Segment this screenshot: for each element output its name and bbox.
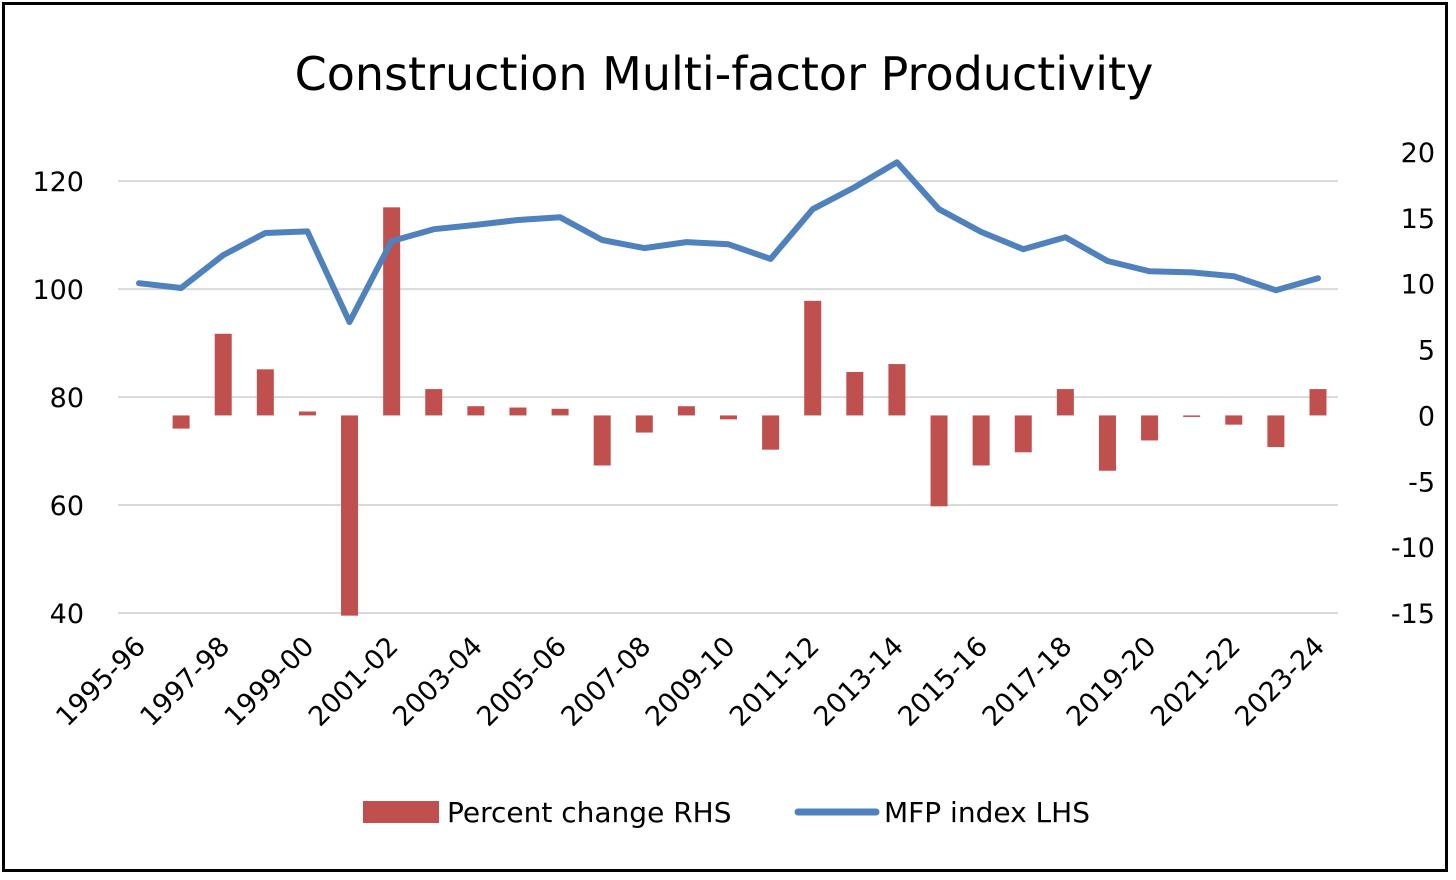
bar-percent-change: [1098, 415, 1116, 471]
x-axis-tick-label: 1997-98: [134, 631, 236, 733]
left-axis-tick-label: 100: [32, 275, 84, 306]
bar-percent-change: [846, 371, 864, 416]
x-axis-tick-label: 2011-12: [724, 631, 826, 733]
legend: Percent change RHS MFP index LHS: [363, 796, 1090, 829]
bar-percent-change: [341, 415, 359, 616]
right-axis-tick-label: -10: [1391, 533, 1435, 564]
bar-percent-change: [930, 415, 948, 507]
x-axis-tick-label: 1999-00: [219, 631, 321, 733]
x-axis-tick-label: 2005-06: [471, 631, 573, 733]
x-axis-tick-label: 2017-18: [977, 631, 1079, 733]
bar-percent-change: [762, 415, 780, 450]
right-axis-tick-label: -15: [1391, 599, 1435, 630]
bar-percent-change: [256, 369, 274, 416]
left-axis-tick-label: 120: [32, 167, 84, 198]
right-axis-tick-label: 15: [1401, 204, 1435, 235]
chart-title: Construction Multi-factor Productivity: [295, 47, 1154, 101]
left-axis-tick-label: 60: [50, 491, 84, 522]
bar-percent-change: [425, 389, 443, 416]
right-axis-tick-label: 5: [1418, 336, 1435, 367]
bar-percent-change: [1225, 415, 1243, 425]
bar-percent-change: [467, 406, 485, 416]
right-axis-tick-label: 10: [1401, 270, 1435, 301]
bar-percent-change: [972, 415, 990, 466]
bar-percent-change: [551, 408, 569, 416]
right-axis-tick-label: 0: [1418, 401, 1435, 432]
bar-percent-change: [214, 333, 232, 416]
x-axis-tick-label: 2001-02: [303, 631, 405, 733]
x-axis-tick-label: 2021-22: [1145, 631, 1247, 733]
x-axis-tick-label: 2015-16: [892, 631, 994, 733]
bar-percent-change: [1056, 389, 1074, 416]
left-axis-tick-label: 40: [50, 599, 84, 630]
bar-percent-change: [804, 300, 822, 416]
bar-percent-change: [1267, 415, 1285, 448]
x-axis-tick-label: 1995-96: [50, 631, 152, 733]
bar-percent-change: [172, 415, 190, 429]
right-axis-tick-label: 20: [1401, 138, 1435, 169]
legend-swatch-percent-change: [363, 801, 439, 823]
bar-percent-change: [298, 411, 316, 416]
bar-percent-change: [593, 415, 611, 466]
x-axis-tick-label: 2013-14: [808, 631, 910, 733]
legend-label-mfp-index: MFP index LHS: [884, 796, 1090, 829]
x-axis-tick-label: 2007-08: [556, 631, 658, 733]
bar-percent-change: [635, 415, 653, 433]
bar-percent-change: [1014, 415, 1032, 453]
right-axis-tick-label: -5: [1408, 467, 1435, 498]
bar-percent-change: [1141, 415, 1159, 441]
legend-label-percent-change: Percent change RHS: [447, 796, 731, 829]
left-axis-tick-label: 80: [50, 383, 84, 414]
bar-percent-change: [720, 415, 737, 420]
bar-percent-change: [383, 207, 401, 416]
x-axis-tick-label: 2003-04: [387, 631, 489, 733]
bar-percent-change: [1183, 415, 1201, 417]
x-axis-tick-label: 2019-20: [1061, 631, 1163, 733]
x-axis-tick-label: 2009-10: [640, 631, 742, 733]
bar-percent-change: [677, 406, 695, 416]
bar-percent-change: [888, 364, 906, 416]
line-mfp-index: [136, 159, 1321, 325]
bar-percent-change: [509, 407, 527, 416]
x-axis-tick-label: 2023-24: [1229, 631, 1331, 733]
bar-percent-change: [1309, 389, 1327, 416]
